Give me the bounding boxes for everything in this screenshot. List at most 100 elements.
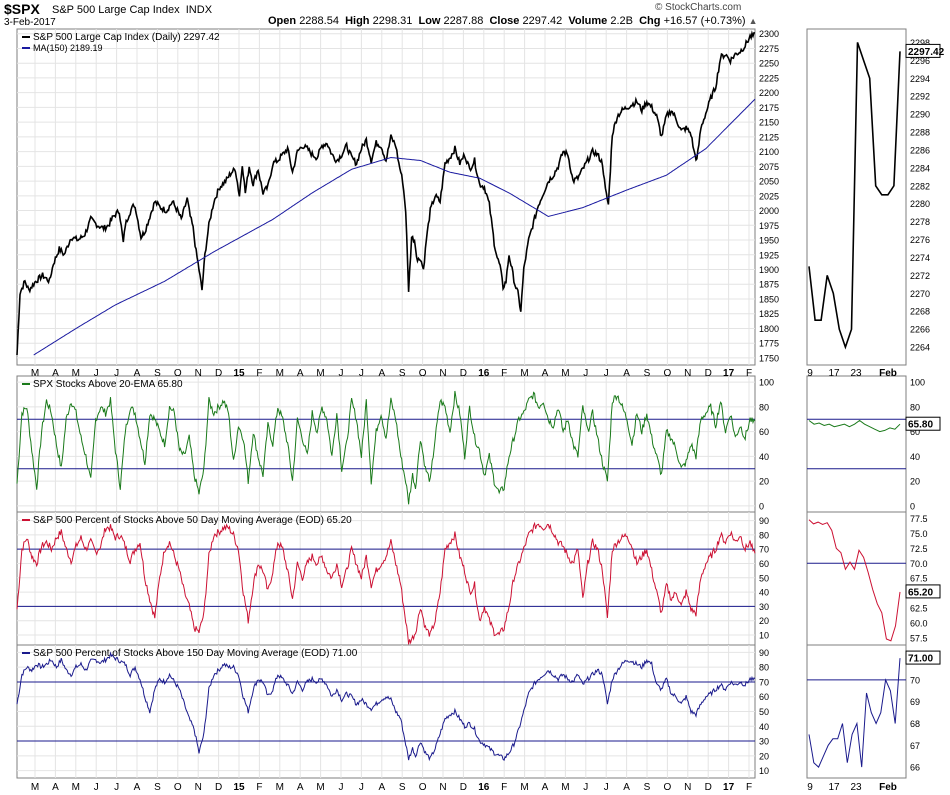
x-tick-label: A [52, 782, 59, 793]
exchange: INDX [185, 4, 213, 16]
x-tick-label: D [705, 782, 712, 793]
series-line [16, 521, 756, 645]
y-tick-label: 10 [759, 766, 769, 776]
value-tag: 2297.42 [908, 47, 945, 58]
symbol: $SPX [4, 1, 40, 17]
x-tick-label: D [215, 782, 222, 793]
y-tick-label: 2025 [759, 191, 779, 201]
x-tick-label: N [684, 368, 691, 379]
x-tick-label: D [460, 368, 467, 379]
x-tick-label: J [114, 782, 119, 793]
inset-y-tick-label: 2286 [910, 145, 930, 155]
y-tick-label: 2250 [759, 59, 779, 69]
inset-y-tick-label: 70 [910, 675, 920, 685]
inset-y-tick-label: 77.5 [910, 514, 928, 524]
value-tag-box [905, 650, 941, 665]
y-tick-label: 20 [759, 616, 769, 626]
inset-y-tick-label: 2282 [910, 181, 930, 191]
x-tick-label: J [583, 782, 588, 793]
y-tick-label: 1950 [759, 236, 779, 246]
x-tick-label: S [644, 368, 651, 379]
inset-series-line [808, 519, 901, 642]
inset-y-tick-label: 2292 [910, 92, 930, 102]
panel-frame [16, 375, 756, 513]
x-tick-label: 16 [478, 368, 490, 379]
y-tick-label: 20 [759, 477, 769, 487]
y-tick-label: 2200 [759, 88, 779, 98]
x-tick-label: F [746, 782, 752, 793]
y-tick-label: 1975 [759, 221, 779, 231]
inset-y-tick-label: 80 [910, 402, 920, 412]
x-tick-label: A [542, 368, 549, 379]
inset-y-tick-label: 2284 [910, 163, 930, 173]
y-tick-label: 70 [759, 677, 769, 687]
y-tick-label: 1850 [759, 294, 779, 304]
inset-x-tick-label: 9 [807, 368, 813, 379]
inset-series-line [808, 42, 901, 350]
value-tag: 65.80 [908, 420, 933, 431]
inset-frame [806, 511, 907, 646]
inset-x-tick-label: Feb [879, 782, 897, 793]
x-tick-label: N [684, 782, 691, 793]
x-tick-label: A [297, 782, 304, 793]
x-tick-label: J [339, 782, 344, 793]
y-tick-label: 2100 [759, 147, 779, 157]
x-tick-label: 16 [478, 782, 490, 793]
x-tick-label: J [359, 368, 364, 379]
x-tick-label: M [276, 782, 284, 793]
inset-y-tick-label: 2288 [910, 128, 930, 138]
y-tick-label: 2125 [759, 132, 779, 142]
series-line [16, 651, 756, 762]
x-tick-label: O [664, 368, 672, 379]
inset-y-tick-label: 2278 [910, 217, 930, 227]
x-tick-label: S [399, 782, 406, 793]
x-tick-label: M [31, 782, 39, 793]
inset-y-tick-label: 69 [910, 697, 920, 707]
y-tick-label: 2075 [759, 162, 779, 172]
x-tick-label: M [72, 782, 80, 793]
x-tick-label: J [359, 782, 364, 793]
inset-y-tick-label: 67.5 [910, 574, 928, 584]
y-tick-label: 60 [759, 427, 769, 437]
y-tick-label: 30 [759, 737, 769, 747]
ma150-line [33, 98, 756, 356]
x-tick-label: A [378, 782, 385, 793]
x-tick-label: N [195, 782, 202, 793]
x-tick-label: F [256, 368, 262, 379]
x-tick-label: S [154, 368, 161, 379]
y-tick-label: 40 [759, 452, 769, 462]
legend-label: MA(150) 2189.19 [33, 43, 103, 53]
legend-label: S&P 500 Large Cap Index (Daily) 2297.42 [33, 32, 220, 43]
x-tick-label: A [378, 368, 385, 379]
y-tick-label: 90 [759, 516, 769, 526]
y-tick-label: 90 [759, 648, 769, 658]
x-tick-label: M [276, 368, 284, 379]
panel-frame [16, 511, 756, 646]
y-tick-label: 30 [759, 602, 769, 612]
inset-y-tick-label: 2268 [910, 307, 930, 317]
y-tick-label: 1825 [759, 309, 779, 319]
x-tick-label: D [705, 368, 712, 379]
inset-y-tick-label: 57.5 [910, 633, 928, 643]
inset-y-tick-label: 40 [910, 452, 920, 462]
inset-y-tick-label: 60.0 [910, 618, 928, 628]
value-tag-box [905, 43, 941, 58]
x-tick-label: A [297, 368, 304, 379]
x-tick-label: N [195, 368, 202, 379]
x-tick-label: M [316, 782, 324, 793]
x-tick-label: 15 [233, 368, 245, 379]
x-tick-label: A [542, 782, 549, 793]
inset-x-tick-label: 9 [807, 782, 813, 793]
x-tick-label: O [419, 368, 427, 379]
y-tick-label: 1750 [759, 353, 779, 363]
series-line [16, 30, 756, 356]
x-tick-label: O [419, 782, 427, 793]
index-name: S&P 500 Large Cap Index [52, 4, 180, 16]
y-tick-label: 2175 [759, 103, 779, 113]
legend-label: S&P 500 Percent of Stocks Above 150 Day … [33, 648, 358, 659]
x-tick-label: J [94, 782, 99, 793]
collapse-arrow-icon[interactable]: ▲ [748, 16, 758, 26]
y-tick-label: 2150 [759, 118, 779, 128]
x-tick-label: J [94, 368, 99, 379]
inset-series-line [808, 419, 901, 433]
